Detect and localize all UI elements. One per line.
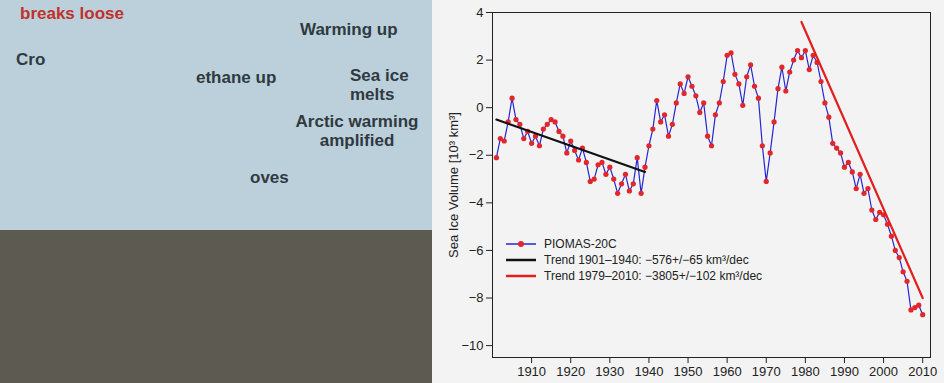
svg-text:2000: 2000 <box>869 364 898 379</box>
html-text:Warming up: Warming up <box>300 20 398 39</box>
html-text:Trend 1979–2010: −3805+/−102 k: Trend 1979–2010: −3805+/−102 km³/dec <box>544 269 763 283</box>
svg-text:1970: 1970 <box>752 364 781 379</box>
svg-text:Sea Ice Volume [10³ km³]: Sea Ice Volume [10³ km³] <box>446 112 461 258</box>
svg-text:−6: −6 <box>469 243 484 258</box>
svg-text:1990: 1990 <box>830 364 859 379</box>
svg-text:−10: −10 <box>461 338 483 353</box>
svg-text:2: 2 <box>476 52 483 67</box>
html-text:Arctic warming amplified: Arctic warming amplified <box>295 112 419 150</box>
svg-text:2010: 2010 <box>908 364 937 379</box>
svg-text:1940: 1940 <box>634 364 663 379</box>
html-text:ethane up: ethane up <box>196 68 277 87</box>
svg-text:−2: −2 <box>469 147 484 162</box>
svg-text:1930: 1930 <box>595 364 624 379</box>
html-text:Sea ice melts: Sea ice melts <box>350 66 409 104</box>
html-text:Cro: Cro <box>16 50 46 69</box>
html-text:Trend 1901–1940: −576+/−65 km³: Trend 1901–1940: −576+/−65 km³/dec <box>544 253 749 267</box>
html-text:oves: oves <box>250 168 289 187</box>
svg-text:1960: 1960 <box>713 364 742 379</box>
svg-text:4: 4 <box>476 5 483 20</box>
svg-text:1980: 1980 <box>791 364 820 379</box>
html-text:breaks loose: breaks loose <box>20 4 124 23</box>
svg-text:0: 0 <box>476 100 483 115</box>
html-text:PIOMAS-20C: PIOMAS-20C <box>544 237 617 251</box>
svg-text:−8: −8 <box>469 290 484 305</box>
svg-text:−4: −4 <box>469 195 484 210</box>
svg-text:1920: 1920 <box>556 364 585 379</box>
svg-text:1950: 1950 <box>674 364 703 379</box>
svg-text:1910: 1910 <box>517 364 546 379</box>
